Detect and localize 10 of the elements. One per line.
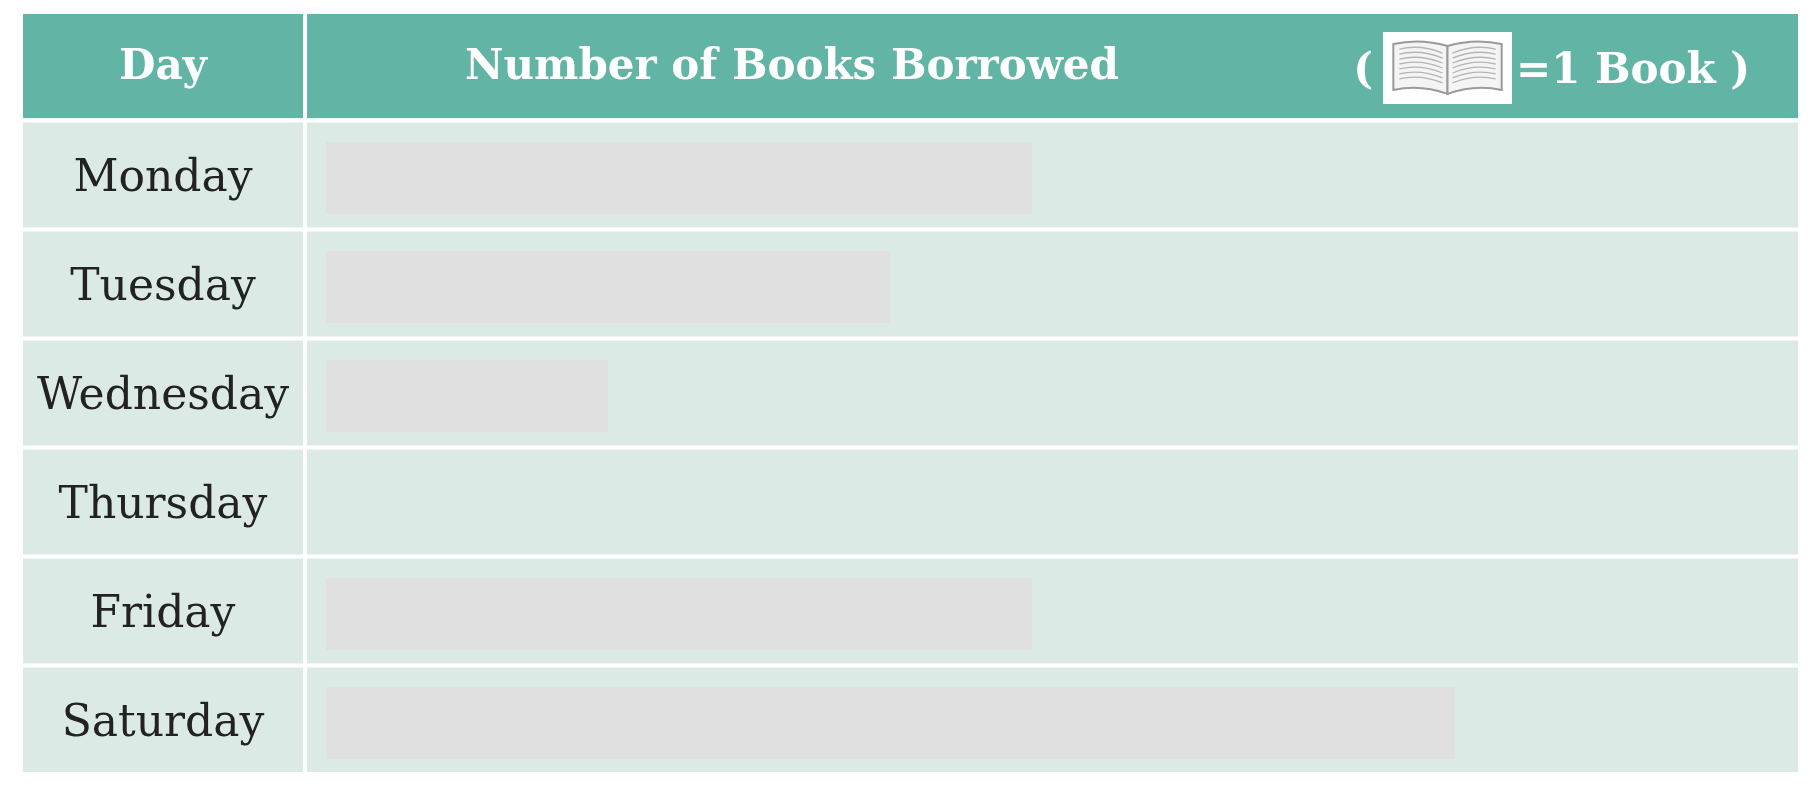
y-tick-label: Thursday: [58, 476, 268, 528]
y-tick-label: Friday: [90, 585, 236, 637]
y-tick-label: Monday: [73, 149, 253, 201]
y-tick-label: Wednesday: [36, 367, 290, 419]
y-tick-label: Saturday: [61, 694, 265, 746]
text: =1 Book ): [1516, 44, 1751, 93]
chart-title: Number of Books Borrowed: [465, 40, 1119, 89]
text: (: [1353, 44, 1373, 93]
y-tick-label: Tuesday: [70, 258, 256, 310]
y-axis-title: Day: [118, 40, 209, 89]
